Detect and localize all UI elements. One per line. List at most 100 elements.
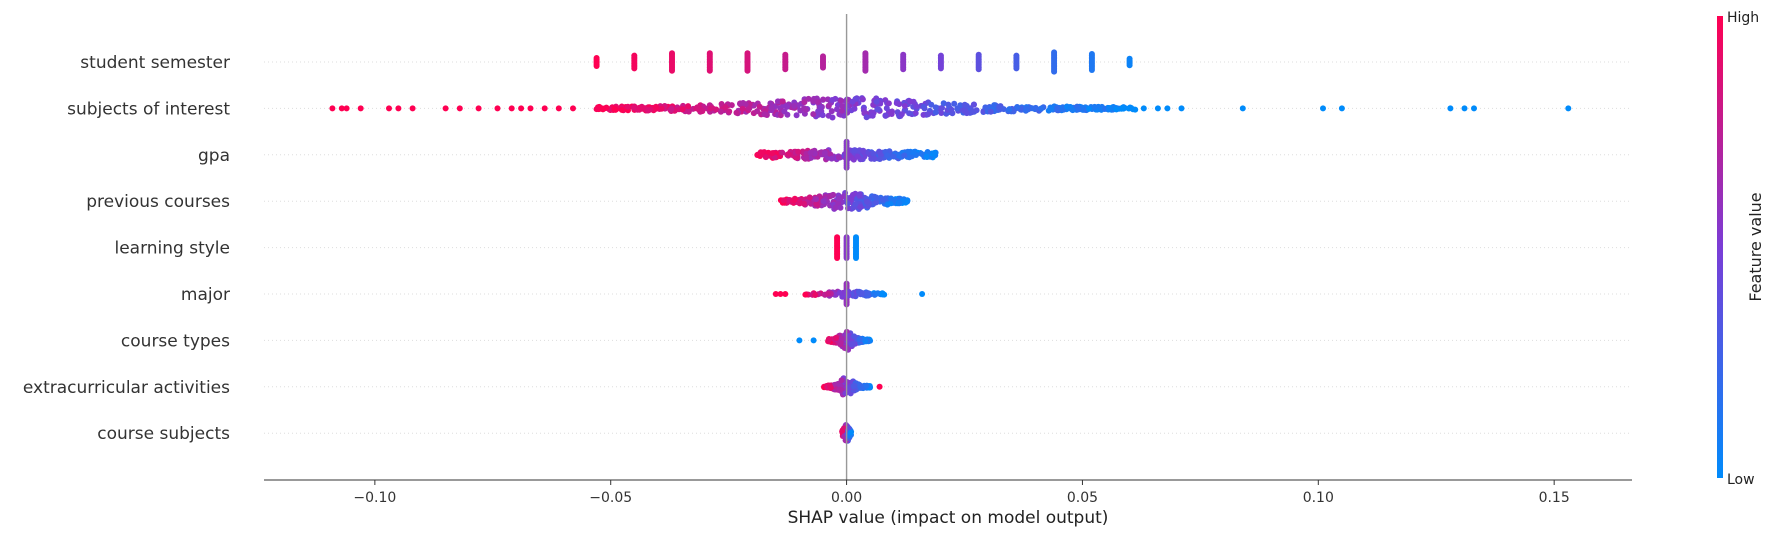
x-tick-label: 0.05	[1067, 490, 1098, 506]
previous-courses-dot	[856, 191, 863, 198]
previous-courses-dot	[896, 200, 903, 207]
student-semester-dot	[1013, 65, 1020, 72]
gpa-dot	[910, 149, 917, 155]
subjects-of-interest-dot	[1038, 105, 1045, 112]
subjects-of-interest-dot	[612, 106, 619, 113]
previous-courses-dot	[796, 200, 803, 207]
subjects-of-interest-dot	[906, 110, 913, 117]
previous-courses-dot	[830, 191, 837, 198]
learning-style-dot	[853, 255, 859, 261]
x-tick-label: 0.15	[1539, 490, 1570, 506]
previous-courses-dot	[879, 196, 886, 203]
subjects-of-interest-dot	[456, 105, 463, 112]
subjects-of-interest-dot	[1054, 105, 1061, 112]
course-types-dot	[796, 337, 803, 344]
previous-courses-dot	[820, 198, 827, 205]
gpa-dot	[890, 153, 897, 160]
subjects-of-interest-dot	[996, 103, 1003, 110]
feature-label: learning style	[114, 239, 230, 259]
subjects-of-interest-dot	[409, 105, 416, 112]
previous-courses-dot	[813, 201, 820, 208]
subjects-of-interest-dot	[600, 106, 606, 113]
subjects-of-interest-dot	[541, 105, 548, 112]
beeswarm-dots	[329, 49, 1572, 444]
subjects-of-interest-dot	[1006, 106, 1013, 113]
feature-label: course subjects	[97, 424, 230, 444]
x-axis-title: SHAP value (impact on model output)	[788, 508, 1109, 528]
previous-courses-dot	[873, 194, 880, 201]
subjects-of-interest-dot	[518, 105, 525, 112]
subjects-of-interest-dot	[920, 103, 927, 110]
subjects-of-interest-dot	[829, 97, 836, 103]
subjects-of-interest-dot	[938, 110, 945, 116]
major-dot	[879, 290, 886, 297]
subjects-of-interest-dot	[1106, 106, 1113, 113]
subjects-of-interest-dot	[1164, 105, 1171, 112]
x-axis-ticks: −0.10 −0.05 0.00 0.05 0.10 0.15	[353, 480, 1570, 506]
gpa-dot	[871, 155, 878, 162]
subjects-of-interest-dot	[1338, 105, 1345, 112]
subjects-of-interest-dot	[668, 106, 675, 113]
gpa-dot	[931, 150, 938, 156]
subjects-of-interest-dot	[828, 108, 835, 115]
gpa-dot	[828, 155, 835, 162]
gpa-dot	[762, 154, 769, 161]
subjects-of-interest-dot	[707, 105, 714, 112]
student-semester-dot	[782, 66, 789, 73]
feature-label: extracurricular activities	[23, 378, 230, 398]
previous-courses-dot	[864, 198, 870, 205]
subjects-of-interest-dot	[913, 103, 920, 110]
student-semester-dot	[1088, 67, 1095, 73]
subjects-of-interest-dot	[722, 104, 729, 111]
major-dot	[842, 289, 849, 296]
colorbar-high-label: High	[1727, 10, 1759, 26]
subjects-of-interest-dot	[494, 105, 501, 112]
previous-courses-dot	[791, 196, 798, 203]
subjects-of-interest-dot	[814, 99, 821, 106]
feature-label: gpa	[198, 146, 230, 166]
subjects-of-interest-dot	[475, 105, 482, 112]
subjects-of-interest-dot	[343, 105, 350, 112]
previous-courses-dot	[832, 204, 839, 211]
gpa-dot	[779, 149, 786, 156]
subjects-of-interest-dot	[1032, 104, 1039, 111]
extracurricular-activities-dot	[876, 383, 883, 390]
subjects-of-interest-dot	[829, 114, 836, 121]
subjects-of-interest-dot	[885, 100, 892, 107]
subjects-of-interest-dot	[805, 95, 812, 102]
subjects-of-interest-dot	[679, 106, 686, 113]
subjects-of-interest-dot	[1091, 103, 1098, 110]
subjects-of-interest-dot	[893, 100, 900, 107]
feature-label: previous courses	[86, 192, 230, 212]
subjects-of-interest-dot	[932, 104, 939, 111]
row-guides	[264, 61, 1632, 434]
subjects-of-interest-dot	[1113, 106, 1120, 113]
subjects-of-interest-dot	[699, 108, 705, 114]
subjects-of-interest-dot	[969, 108, 976, 115]
course-subjects-dot	[839, 428, 846, 435]
subjects-of-interest-dot	[636, 104, 643, 111]
colorbar	[1717, 16, 1723, 478]
subjects-of-interest-dot	[869, 112, 876, 119]
subjects-of-interest-dot	[839, 107, 845, 114]
subjects-of-interest-dot	[756, 103, 763, 110]
student-semester-dot	[744, 67, 751, 74]
subjects-of-interest-dot	[873, 98, 880, 105]
gpa-dot	[923, 153, 930, 160]
student-semester-dot	[669, 67, 675, 74]
feature-label: major	[181, 285, 230, 305]
subjects-of-interest-dot	[739, 105, 746, 112]
subjects-of-interest-dot	[594, 105, 601, 112]
subjects-of-interest-dot	[527, 105, 534, 112]
subjects-of-interest-dot	[874, 106, 881, 113]
student-semester-dot	[1126, 62, 1133, 69]
subjects-of-interest-dot	[386, 105, 392, 112]
subjects-of-interest-dot	[837, 97, 844, 104]
student-semester-dot	[593, 63, 600, 69]
subjects-of-interest-dot	[779, 98, 786, 105]
course-types-dot	[837, 340, 844, 347]
subjects-of-interest-dot	[925, 111, 932, 118]
gpa-dot	[795, 148, 802, 155]
subjects-of-interest-dot	[685, 103, 692, 110]
